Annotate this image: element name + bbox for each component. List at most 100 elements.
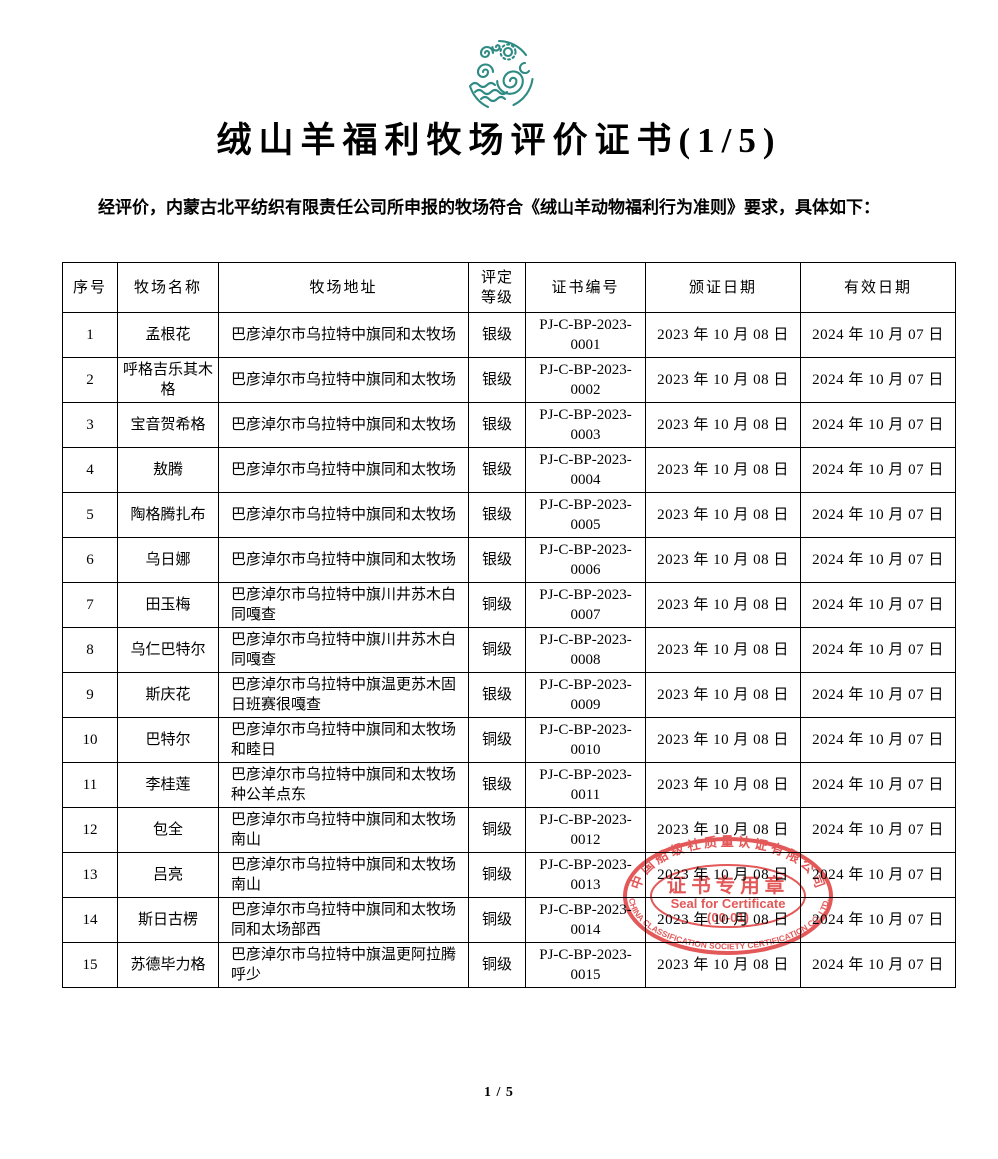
cell-farm-name: 陶格腾扎布 (117, 492, 219, 538)
cell-farm-name: 吕亮 (117, 852, 219, 898)
intro-paragraph: 经评价，内蒙古北平纺织有限责任公司所申报的牧场符合《绒山羊动物福利行为准则》要求… (98, 198, 880, 217)
cell-serial: 15 (62, 942, 118, 988)
table-row: 10 巴特尔 巴彦淖尔市乌拉特中旗同和太牧场和睦日 铜级 PJ-C-BP-202… (62, 717, 956, 763)
table-row: 5 陶格腾扎布 巴彦淖尔市乌拉特中旗同和太牧场 银级 PJ-C-BP-2023-… (62, 492, 956, 538)
brand-emblem-icon (468, 39, 534, 109)
col-header-cert-no: 证书编号 (525, 262, 646, 313)
cell-grade: 铜级 (468, 807, 526, 853)
col-header-valid-date: 有效日期 (800, 262, 956, 313)
cell-address: 巴彦淖尔市乌拉特中旗同和太牧场种公羊点东 (218, 762, 469, 808)
cell-issue-date: 2023 年 10 月 08 日 (645, 357, 801, 403)
cell-valid-date: 2024 年 10 月 07 日 (800, 312, 956, 358)
cell-cert-no: PJ-C-BP-2023-0010 (525, 717, 646, 763)
cell-valid-date: 2024 年 10 月 07 日 (800, 402, 956, 448)
cell-farm-name: 乌仁巴特尔 (117, 627, 219, 673)
cell-farm-name: 呼格吉乐其木格 (117, 357, 219, 403)
cell-cert-no: PJ-C-BP-2023-0013 (525, 852, 646, 898)
cell-cert-no: PJ-C-BP-2023-0002 (525, 357, 646, 403)
cell-address: 巴彦淖尔市乌拉特中旗温更苏木固日班赛很嘎查 (218, 672, 469, 718)
cell-farm-name: 乌日娜 (117, 537, 219, 583)
cell-valid-date: 2024 年 10 月 07 日 (800, 627, 956, 673)
table-row: 8 乌仁巴特尔 巴彦淖尔市乌拉特中旗川井苏木白同嘎查 铜级 PJ-C-BP-20… (62, 627, 956, 673)
cell-issue-date: 2023 年 10 月 08 日 (645, 492, 801, 538)
cell-serial: 14 (62, 897, 118, 943)
cell-valid-date: 2024 年 10 月 07 日 (800, 672, 956, 718)
cell-serial: 8 (62, 627, 118, 673)
cell-valid-date: 2024 年 10 月 07 日 (800, 492, 956, 538)
table-row: 7 田玉梅 巴彦淖尔市乌拉特中旗川井苏木白同嘎查 铜级 PJ-C-BP-2023… (62, 582, 956, 628)
cell-farm-name: 包全 (117, 807, 219, 853)
cell-grade: 银级 (468, 537, 526, 583)
cell-valid-date: 2024 年 10 月 07 日 (800, 717, 956, 763)
cell-cert-no: PJ-C-BP-2023-0006 (525, 537, 646, 583)
cell-cert-no: PJ-C-BP-2023-0003 (525, 402, 646, 448)
cell-issue-date: 2023 年 10 月 08 日 (645, 582, 801, 628)
cell-address: 巴彦淖尔市乌拉特中旗川井苏木白同嘎查 (218, 627, 469, 673)
cell-address: 巴彦淖尔市乌拉特中旗同和太牧场 (218, 492, 469, 538)
cell-valid-date: 2024 年 10 月 07 日 (800, 537, 956, 583)
cell-cert-no: PJ-C-BP-2023-0012 (525, 807, 646, 853)
farm-table-body: 1 孟根花 巴彦淖尔市乌拉特中旗同和太牧场 银级 PJ-C-BP-2023-00… (62, 312, 956, 988)
cell-grade: 银级 (468, 357, 526, 403)
page-title: 绒山羊福利牧场评价证书(1/5) (216, 121, 782, 160)
farm-table: 序号 牧场名称 牧场地址 评定等级 证书编号 颁证日期 有效日期 1 孟根花 巴… (62, 262, 956, 988)
cell-issue-date: 2023 年 10 月 08 日 (645, 897, 801, 943)
cell-address: 巴彦淖尔市乌拉特中旗同和太牧场 (218, 537, 469, 583)
cell-serial: 1 (62, 312, 118, 358)
cell-valid-date: 2024 年 10 月 07 日 (800, 762, 956, 808)
cell-issue-date: 2023 年 10 月 08 日 (645, 672, 801, 718)
cell-valid-date: 2024 年 10 月 07 日 (800, 582, 956, 628)
cell-serial: 9 (62, 672, 118, 718)
cell-cert-no: PJ-C-BP-2023-0015 (525, 942, 646, 988)
cell-cert-no: PJ-C-BP-2023-0007 (525, 582, 646, 628)
cell-serial: 4 (62, 447, 118, 493)
cell-grade: 铜级 (468, 852, 526, 898)
cell-cert-no: PJ-C-BP-2023-0004 (525, 447, 646, 493)
cell-valid-date: 2024 年 10 月 07 日 (800, 897, 956, 943)
cell-address: 巴彦淖尔市乌拉特中旗同和太牧场 (218, 447, 469, 493)
cell-cert-no: PJ-C-BP-2023-0008 (525, 627, 646, 673)
cell-grade: 铜级 (468, 897, 526, 943)
farm-table-header: 序号 牧场名称 牧场地址 评定等级 证书编号 颁证日期 有效日期 (62, 262, 956, 313)
col-header-serial: 序号 (62, 262, 118, 313)
table-row: 9 斯庆花 巴彦淖尔市乌拉特中旗温更苏木固日班赛很嘎查 银级 PJ-C-BP-2… (62, 672, 956, 718)
table-row: 3 宝音贺希格 巴彦淖尔市乌拉特中旗同和太牧场 银级 PJ-C-BP-2023-… (62, 402, 956, 448)
cell-issue-date: 2023 年 10 月 08 日 (645, 537, 801, 583)
cell-address: 巴彦淖尔市乌拉特中旗温更阿拉腾呼少 (218, 942, 469, 988)
cell-cert-no: PJ-C-BP-2023-0009 (525, 672, 646, 718)
cell-address: 巴彦淖尔市乌拉特中旗同和太牧场 (218, 312, 469, 358)
cell-grade: 银级 (468, 447, 526, 493)
table-row: 2 呼格吉乐其木格 巴彦淖尔市乌拉特中旗同和太牧场 银级 PJ-C-BP-202… (62, 357, 956, 403)
cell-issue-date: 2023 年 10 月 08 日 (645, 627, 801, 673)
cell-grade: 铜级 (468, 717, 526, 763)
cell-serial: 2 (62, 357, 118, 403)
cell-issue-date: 2023 年 10 月 08 日 (645, 717, 801, 763)
cell-grade: 铜级 (468, 582, 526, 628)
cell-farm-name: 苏德毕力格 (117, 942, 219, 988)
header-row: 序号 牧场名称 牧场地址 评定等级 证书编号 颁证日期 有效日期 (62, 262, 956, 313)
cell-valid-date: 2024 年 10 月 07 日 (800, 447, 956, 493)
cell-farm-name: 斯日古楞 (117, 897, 219, 943)
cell-serial: 3 (62, 402, 118, 448)
cell-grade: 银级 (468, 492, 526, 538)
cell-issue-date: 2023 年 10 月 08 日 (645, 447, 801, 493)
cell-farm-name: 孟根花 (117, 312, 219, 358)
col-header-grade: 评定等级 (468, 262, 526, 313)
cell-serial: 12 (62, 807, 118, 853)
page-number: 1 / 5 (484, 1085, 514, 1100)
cell-issue-date: 2023 年 10 月 08 日 (645, 312, 801, 358)
cell-farm-name: 李桂莲 (117, 762, 219, 808)
cell-grade: 银级 (468, 762, 526, 808)
cell-valid-date: 2024 年 10 月 07 日 (800, 807, 956, 853)
cell-valid-date: 2024 年 10 月 07 日 (800, 942, 956, 988)
cell-serial: 11 (62, 762, 118, 808)
cell-serial: 13 (62, 852, 118, 898)
col-header-farm-name: 牧场名称 (117, 262, 219, 313)
cell-serial: 6 (62, 537, 118, 583)
cell-cert-no: PJ-C-BP-2023-0011 (525, 762, 646, 808)
cell-issue-date: 2023 年 10 月 08 日 (645, 852, 801, 898)
table-row: 1 孟根花 巴彦淖尔市乌拉特中旗同和太牧场 银级 PJ-C-BP-2023-00… (62, 312, 956, 358)
cell-grade: 铜级 (468, 627, 526, 673)
cell-serial: 5 (62, 492, 118, 538)
